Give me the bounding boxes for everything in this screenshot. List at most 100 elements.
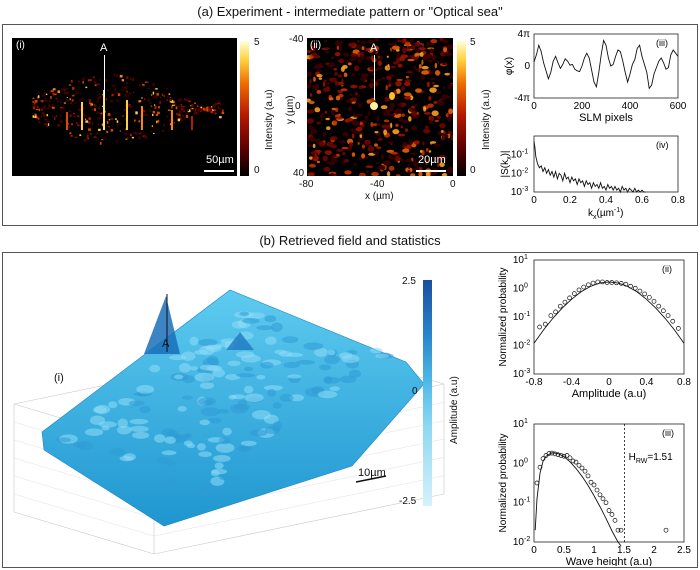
speckle-dot	[33, 102, 36, 105]
speckle-blob	[405, 158, 412, 162]
surface-ripple	[242, 318, 260, 324]
speckle-dot	[34, 113, 37, 115]
speckle-blob	[421, 70, 429, 75]
chart-b-ii-ytick: 10	[513, 255, 525, 266]
speckle-dot	[118, 123, 122, 125]
chart-b-ii-point	[637, 288, 643, 294]
panel-a-ii-label: (ii)	[310, 40, 322, 51]
speckle-dot	[125, 90, 129, 93]
speckle-dot	[153, 104, 156, 106]
speckle-dot	[69, 114, 72, 118]
speckle-blob	[420, 75, 425, 80]
speckle-dot	[113, 93, 115, 96]
speckle-blob	[415, 68, 420, 72]
speckle-dot	[52, 88, 56, 91]
speckle-blob	[376, 66, 383, 71]
chart-b-iii-xtick: 0.5	[557, 545, 571, 556]
surface-ripple	[240, 440, 257, 447]
speckle-blob	[323, 39, 328, 43]
speckle-dot	[129, 105, 132, 108]
speckle-blob	[336, 148, 344, 152]
speckle-dot	[221, 111, 225, 114]
speckle-dot	[195, 112, 199, 115]
surface-ripple	[240, 354, 261, 363]
speckle-dot	[206, 109, 209, 112]
speckle-blob	[386, 171, 391, 176]
speckle-blob	[313, 76, 316, 82]
speckle-blob	[348, 42, 355, 48]
speckle-blob	[312, 143, 316, 149]
surface-ripple	[279, 393, 294, 402]
speckle-blob	[333, 120, 338, 126]
speckle-blob	[307, 109, 315, 114]
speckle-blob	[415, 88, 422, 93]
speckle-blob	[449, 75, 453, 79]
speckle-blob	[307, 118, 315, 124]
chart-b-iii-point	[594, 487, 600, 493]
speckle-dot	[219, 116, 222, 119]
surface-ripple	[116, 425, 132, 435]
surface-ripple	[303, 342, 324, 351]
speckle-dot	[142, 113, 145, 117]
speckle-dot	[38, 121, 41, 123]
speckle-blob	[355, 114, 359, 118]
chart-b-ii-point	[571, 291, 577, 296]
speckle-dot	[113, 73, 116, 76]
speckle-blob	[425, 147, 429, 152]
speckle-dot	[40, 108, 44, 111]
speckle-blob	[330, 109, 335, 115]
panel-a-ii-scale-text: 20µm	[418, 154, 446, 166]
surface-ripple	[128, 400, 145, 406]
speckle-dot	[180, 108, 184, 111]
speckle-blob	[335, 117, 343, 120]
surface-ripple	[239, 311, 250, 317]
speckle-dot	[166, 88, 168, 90]
speckle-blob	[435, 91, 443, 94]
speckle-dot	[173, 121, 175, 124]
speckle-dot	[82, 77, 85, 81]
speckle-blob	[441, 94, 450, 100]
speckle-dot	[131, 78, 135, 82]
panel-a-ii-ylabel: y (µm)	[285, 95, 296, 124]
speckle-dot	[111, 93, 114, 97]
speckle-dot	[44, 97, 47, 100]
speckle-dot	[131, 136, 134, 139]
speckle-blob	[307, 58, 311, 63]
speckle-dot	[93, 108, 96, 111]
speckle-blob	[429, 48, 434, 54]
speckle-blob	[395, 174, 401, 176]
speckle-blob	[316, 90, 322, 95]
speckle-dot	[141, 135, 145, 137]
surface-ripple	[200, 407, 221, 417]
speckle-blob	[442, 86, 445, 90]
chart-b-iii-point	[573, 459, 579, 465]
speckle-dot	[154, 106, 157, 109]
speckle-blob	[357, 141, 360, 145]
speckle-blob	[364, 139, 371, 145]
speckle-dot	[115, 91, 118, 93]
speckle-blob	[334, 51, 341, 57]
speckle-blob	[413, 104, 419, 107]
surface-ripple	[194, 372, 215, 382]
speckle-dot	[128, 133, 130, 135]
speckle-blob	[349, 57, 357, 61]
speckle-dot	[125, 82, 129, 84]
surface-ripple	[136, 384, 155, 394]
speckle-blob	[441, 45, 449, 49]
speckle-blob	[441, 130, 444, 133]
speckle-blob	[355, 91, 358, 96]
speckle-blob	[410, 173, 416, 176]
chart-b-ii-ytick-exp: -2	[524, 340, 530, 347]
speckle-dot	[97, 137, 99, 140]
speckle-dot	[74, 87, 76, 90]
speckle-blob	[387, 64, 390, 68]
speckle-dot	[97, 97, 101, 100]
speckle-blob	[397, 39, 401, 43]
speckle-blob	[343, 72, 348, 78]
speckle-blob	[425, 125, 429, 131]
surface-grid-line	[153, 475, 445, 537]
chart-b-iii-fit-curve	[534, 452, 622, 547]
chart-b-iii-frame	[533, 423, 685, 543]
speckle-blob	[405, 75, 409, 79]
speckle-dot	[91, 108, 94, 111]
